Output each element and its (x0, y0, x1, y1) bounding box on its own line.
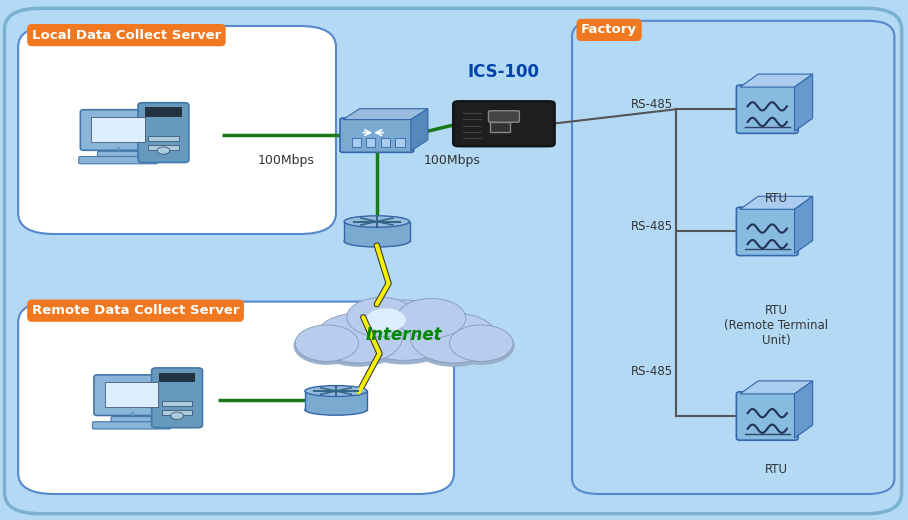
Bar (145, 107, 182, 116)
Text: RTU: RTU (765, 463, 788, 476)
Bar (105, 382, 158, 407)
Bar (305, 391, 367, 410)
FancyBboxPatch shape (340, 118, 414, 152)
FancyBboxPatch shape (5, 8, 902, 514)
Bar (162, 401, 192, 406)
FancyBboxPatch shape (138, 102, 189, 162)
Circle shape (448, 327, 515, 365)
Circle shape (295, 325, 359, 361)
Circle shape (293, 327, 360, 365)
Bar (148, 145, 179, 150)
Text: ICS-100: ICS-100 (468, 62, 540, 81)
Bar (381, 138, 390, 147)
Circle shape (410, 313, 498, 363)
FancyBboxPatch shape (736, 392, 798, 440)
Circle shape (349, 301, 459, 365)
Text: RTU
(Remote Terminal
Unit): RTU (Remote Terminal Unit) (725, 304, 828, 347)
Bar (92, 117, 144, 141)
Circle shape (313, 315, 404, 367)
Text: RS-485: RS-485 (631, 365, 673, 379)
Text: RS-485: RS-485 (631, 220, 673, 233)
Bar (367, 138, 376, 147)
FancyBboxPatch shape (18, 302, 454, 494)
FancyBboxPatch shape (97, 151, 139, 159)
Circle shape (397, 298, 466, 338)
FancyBboxPatch shape (453, 101, 555, 147)
Circle shape (157, 147, 170, 154)
Text: Local Data Collect Server: Local Data Collect Server (32, 29, 221, 42)
Polygon shape (740, 74, 813, 87)
Polygon shape (794, 74, 813, 131)
FancyBboxPatch shape (79, 157, 157, 164)
Polygon shape (410, 109, 428, 151)
Text: RTU: RTU (765, 192, 788, 205)
Ellipse shape (344, 216, 410, 227)
Polygon shape (343, 109, 428, 120)
Ellipse shape (305, 405, 367, 415)
Bar (396, 138, 405, 147)
Text: Remote Data Collect Server: Remote Data Collect Server (32, 304, 240, 317)
Text: 100Mbps: 100Mbps (424, 154, 480, 167)
FancyBboxPatch shape (18, 26, 336, 234)
Circle shape (347, 297, 416, 337)
Ellipse shape (344, 236, 410, 247)
Text: Internet: Internet (366, 327, 442, 344)
Text: 100Mbps: 100Mbps (258, 154, 314, 167)
Circle shape (395, 300, 468, 342)
FancyBboxPatch shape (736, 207, 798, 255)
FancyBboxPatch shape (489, 111, 519, 122)
Bar (159, 372, 195, 382)
Circle shape (351, 300, 457, 360)
Circle shape (315, 313, 402, 363)
Circle shape (409, 315, 499, 367)
Bar (148, 136, 179, 141)
FancyBboxPatch shape (736, 85, 798, 133)
Text: RS-485: RS-485 (631, 98, 673, 110)
FancyBboxPatch shape (93, 422, 171, 429)
Polygon shape (794, 381, 813, 438)
FancyBboxPatch shape (111, 417, 153, 424)
FancyBboxPatch shape (80, 110, 156, 150)
Circle shape (345, 299, 418, 341)
Text: Factory: Factory (581, 23, 637, 36)
Bar (352, 138, 361, 147)
Circle shape (171, 412, 183, 419)
FancyBboxPatch shape (152, 368, 202, 427)
Polygon shape (740, 196, 813, 209)
FancyBboxPatch shape (94, 375, 169, 415)
Bar (162, 410, 192, 415)
Circle shape (366, 308, 406, 331)
Bar (344, 222, 410, 241)
Bar (490, 122, 510, 132)
Polygon shape (794, 196, 813, 253)
Circle shape (449, 325, 513, 361)
Ellipse shape (305, 385, 367, 396)
Polygon shape (740, 381, 813, 394)
